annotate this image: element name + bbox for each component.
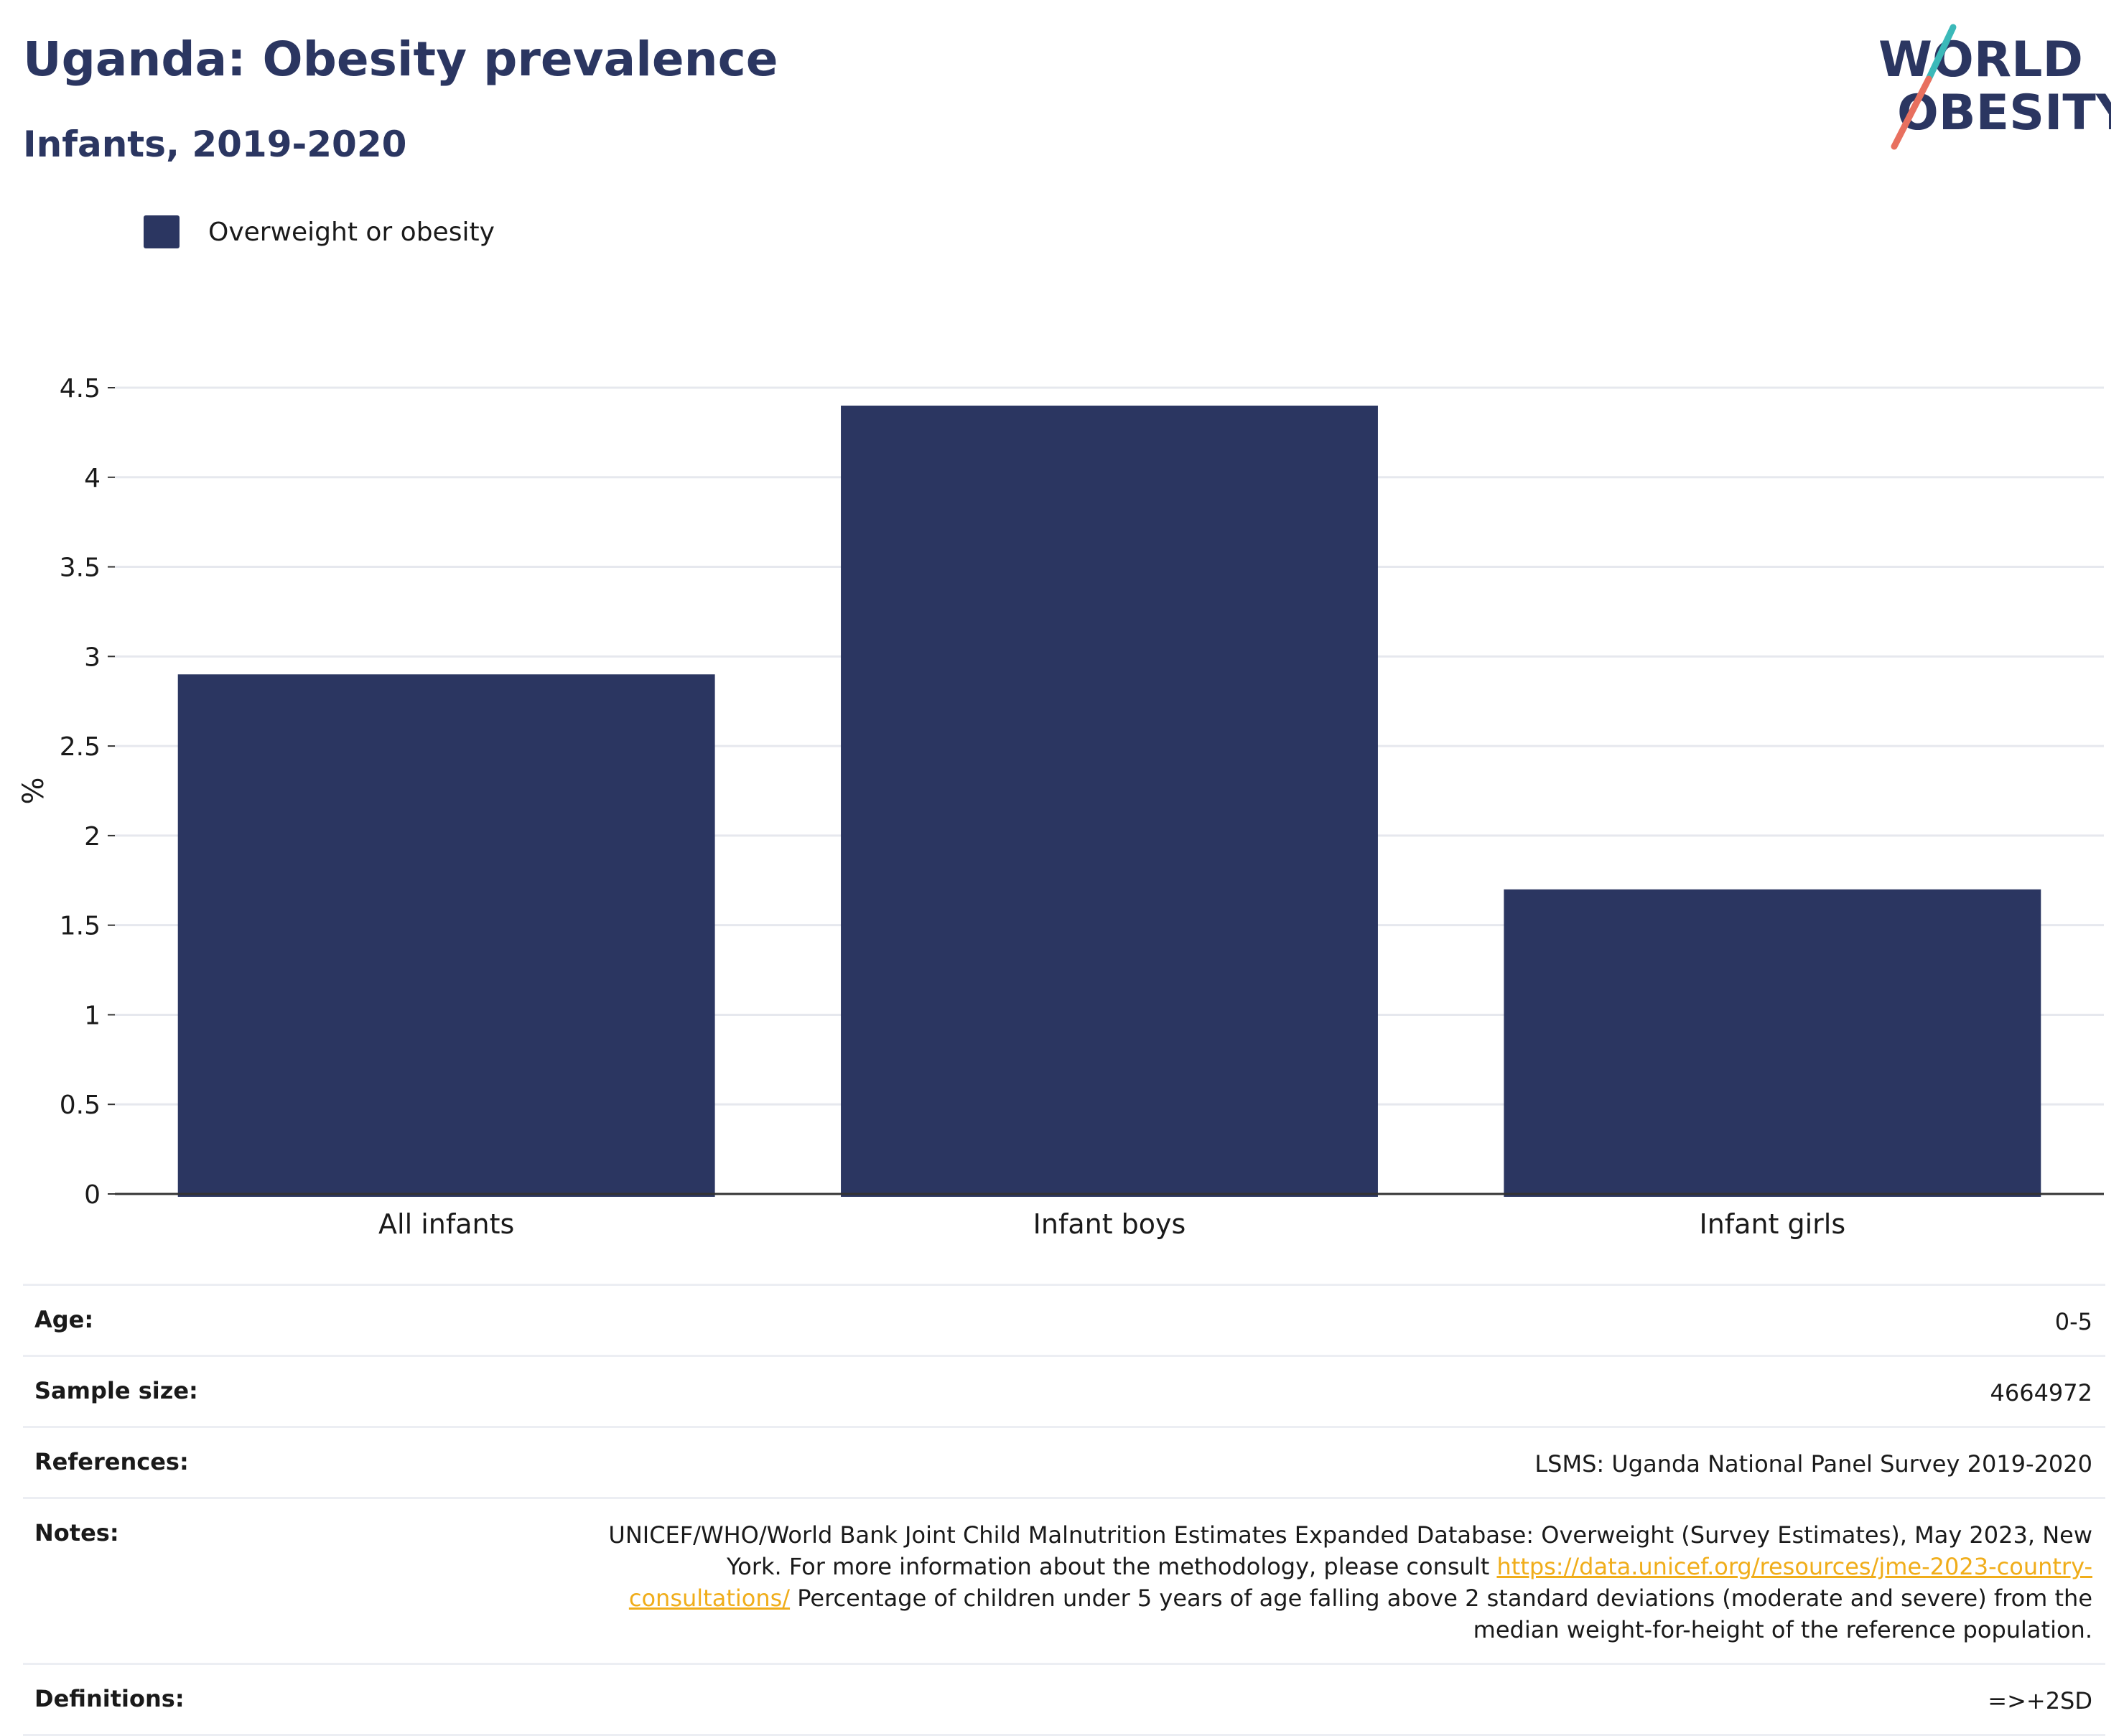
y-tick-label: 1.5 [60, 912, 101, 941]
legend-swatch [144, 215, 180, 248]
y-axis-title: % [17, 777, 50, 804]
bars [177, 405, 2041, 1197]
world-obesity-logo: WORLD OBESITY [1878, 24, 2111, 150]
y-tick-label: 2 [84, 822, 101, 851]
bar[interactable] [177, 674, 715, 1197]
y-tick-label: 3.5 [60, 554, 101, 583]
notes-value: UNICEF/WHO/World Bank Joint Child Malnut… [570, 1519, 2092, 1646]
y-tick-label: 0.5 [60, 1091, 101, 1120]
notes-text-after: Percentage of children under 5 years of … [790, 1585, 2092, 1643]
age-value: 0-5 [2054, 1308, 2092, 1335]
logo-word-world: WORLD [1878, 32, 2083, 88]
x-tick-label: Infant boys [1033, 1208, 1186, 1240]
references-label: References: [34, 1448, 189, 1475]
chart-title: Uganda: Obesity prevalence [23, 32, 778, 87]
info-row-age: Age: 0-5 [23, 1284, 2105, 1355]
bar[interactable] [841, 405, 1378, 1197]
legend-label: Overweight or obesity [208, 217, 495, 247]
bar[interactable] [1504, 889, 2041, 1197]
y-tick-label: 2.5 [60, 732, 101, 762]
sample-size-value: 4664972 [1990, 1379, 2092, 1406]
info-row-references: References: LSMS: Uganda National Panel … [23, 1426, 2105, 1497]
definitions-label: Definitions: [34, 1685, 185, 1712]
y-tick-label: 0 [84, 1180, 101, 1210]
y-tick-label: 4.5 [60, 374, 101, 403]
info-row-definitions: Definitions: =>+2SD [23, 1663, 2105, 1736]
logo-word-obesity: OBESITY [1897, 85, 2111, 141]
x-tick-label: All infants [378, 1208, 514, 1240]
x-tick-label: Infant girls [1699, 1208, 1845, 1240]
bar-chart: 0 0.5 1 1.5 2 2.5 3 3.5 4 4.5 All infants Infant b… [17, 374, 2104, 1240]
legend[interactable]: Overweight or obesity [144, 215, 495, 248]
sample-size-label: Sample size: [34, 1377, 198, 1404]
logo-slash-teal [1925, 24, 1957, 83]
references-value: LSMS: Uganda National Panel Survey 2019-… [1534, 1450, 2092, 1478]
definitions-value: =>+2SD [1988, 1687, 2092, 1714]
methodology-link[interactable]: https://data.unicef.org/resources/jme-20… [628, 1553, 2092, 1612]
info-row-notes: Notes: UNICEF/WHO/World Bank Joint Child… [23, 1497, 2105, 1663]
y-tick-label: 3 [84, 643, 101, 672]
logo-slash-coral [1891, 75, 1932, 150]
chart-subtitle: Infants, 2019-2020 [23, 123, 407, 165]
y-tick-labels: 0 0.5 1 1.5 2 2.5 3 3.5 4 4.5 [60, 374, 115, 1210]
y-tick-label: 4 [84, 464, 101, 493]
age-label: Age: [34, 1306, 94, 1333]
info-table: Age: 0-5 Sample size: 4664972 References… [23, 1284, 2105, 1736]
y-tick-label: 1 [84, 1001, 101, 1030]
info-row-sample-size: Sample size: 4664972 [23, 1355, 2105, 1426]
x-tick-labels: All infants Infant boys Infant girls [378, 1208, 1845, 1240]
notes-text-before: UNICEF/WHO/World Bank Joint Child Malnut… [608, 1521, 2092, 1580]
notes-label: Notes: [34, 1519, 119, 1546]
